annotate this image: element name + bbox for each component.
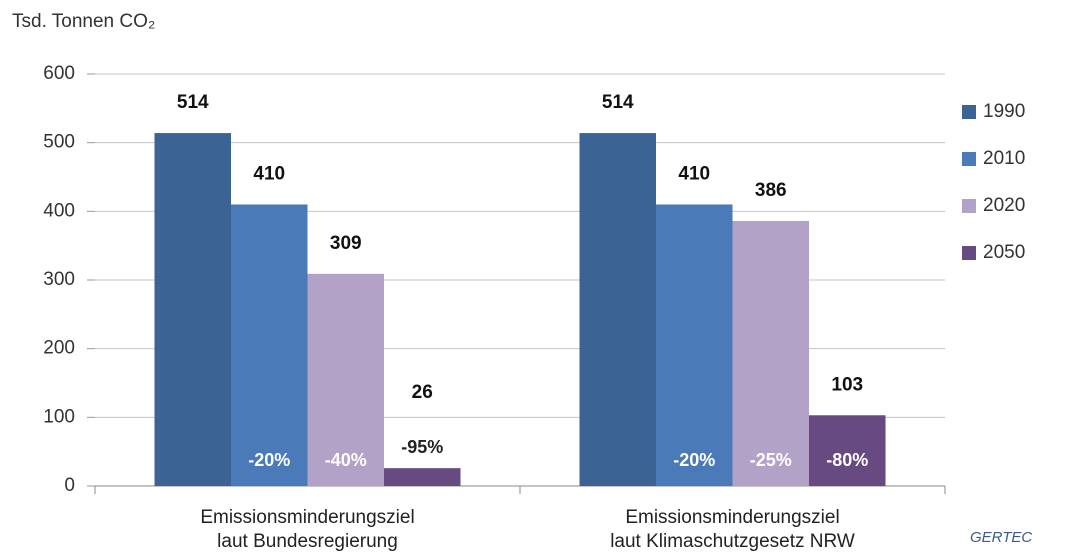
bar xyxy=(732,220,809,487)
y-tick-label: 500 xyxy=(43,132,75,153)
y-tick-label: 300 xyxy=(43,269,75,290)
y-tick-label: 600 xyxy=(43,63,75,84)
legend-label: 2010 xyxy=(983,148,1025,169)
y-tick-label: 0 xyxy=(64,475,75,496)
annotation: -40% xyxy=(325,450,367,470)
bar xyxy=(384,468,461,486)
bar xyxy=(231,204,308,486)
legend-swatch xyxy=(962,105,976,119)
legend-label: 2050 xyxy=(983,242,1025,263)
y-axis-label: Tsd. Tonnen CO₂ xyxy=(12,11,155,32)
bar xyxy=(809,415,886,486)
logo: GERTEC xyxy=(970,529,1032,546)
data-label: 410 xyxy=(253,163,285,184)
y-tick-label: 100 xyxy=(43,406,75,427)
annotation: -25% xyxy=(750,450,792,470)
data-label: 410 xyxy=(678,163,710,184)
data-label: 309 xyxy=(330,233,362,254)
bar xyxy=(579,133,656,486)
x-tick-label: Emissionsminderungsziel laut Bundesregie… xyxy=(200,507,415,552)
annotation: -20% xyxy=(248,450,290,470)
annotation: -80% xyxy=(826,450,868,470)
bar xyxy=(656,204,733,486)
data-label: 514 xyxy=(602,92,634,113)
data-label: 514 xyxy=(177,92,209,113)
legend-label: 2020 xyxy=(983,195,1025,216)
data-label: 386 xyxy=(755,180,787,201)
x-tick-label: Emissionsminderungsziel laut Klimaschutz… xyxy=(610,507,855,552)
bar xyxy=(307,273,384,486)
bar xyxy=(154,133,231,486)
legend-swatch xyxy=(962,152,976,166)
legend-label: 1990 xyxy=(983,101,1025,122)
legend-swatch xyxy=(962,199,976,213)
y-tick-label: 200 xyxy=(43,338,75,359)
data-label: 26 xyxy=(412,382,433,403)
y-tick-label: 400 xyxy=(43,200,75,221)
annotation: -20% xyxy=(673,450,715,470)
legend-swatch xyxy=(962,246,976,260)
data-label: 103 xyxy=(831,374,863,395)
annotation: -95% xyxy=(401,437,443,457)
